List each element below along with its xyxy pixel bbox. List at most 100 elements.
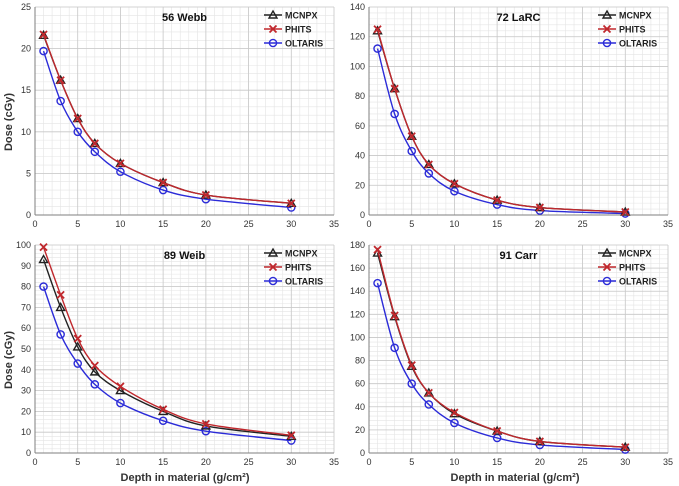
data-point-phits: [621, 207, 630, 217]
y-axis-label-bottom: Dose (cGy): [3, 331, 15, 389]
data-point-oltaris: [390, 343, 399, 353]
y-tick-label: 70: [21, 302, 31, 312]
y-tick-label: 40: [355, 402, 365, 412]
y-tick-label: 20: [21, 44, 31, 54]
data-point-phits: [493, 426, 502, 436]
data-point-oltaris: [424, 169, 434, 178]
y-tick-label: 140: [350, 2, 365, 12]
x-tick-label: 25: [578, 219, 588, 229]
data-point-phits: [373, 245, 382, 254]
x-tick-label: 25: [244, 219, 254, 229]
y-tick-label: 0: [26, 448, 31, 458]
legend-label: OLTARIS: [285, 39, 323, 49]
y-axis-label-top: Dose (cGy): [3, 93, 15, 151]
y-tick-label: 0: [26, 210, 31, 220]
y-tick-label: 30: [21, 386, 31, 396]
data-point-phits: [56, 290, 65, 300]
chart-title: 56 Webb: [162, 12, 207, 24]
legend-label: MCNPX: [619, 249, 652, 259]
y-tick-label: 25: [21, 2, 31, 12]
data-point-oltaris: [158, 185, 168, 195]
x-tick-label: 15: [492, 219, 502, 229]
data-point-oltaris: [450, 418, 459, 428]
y-tick-label: 100: [16, 240, 31, 250]
data-point-mcnpx: [389, 311, 400, 321]
x-tick-label: 35: [329, 219, 339, 229]
y-tick-label: 80: [355, 356, 365, 366]
x-tick-label: 10: [115, 219, 125, 229]
x-tick-label: 0: [32, 219, 37, 229]
series-line-mcnpx: [42, 259, 292, 438]
legend-label: OLTARIS: [285, 277, 323, 287]
data-point-oltaris: [158, 416, 168, 426]
chart-panel-1: 0 5 10 15 20 25 30 35 0 5 10 15 20 25 56 Webb MCNPX PHIT…: [21, 2, 339, 229]
data-point-phits: [116, 159, 125, 168]
legend-marker: [602, 276, 612, 286]
data-point-phits: [373, 25, 382, 34]
x-tick-label: 30: [620, 219, 630, 229]
y-tick-label: 120: [350, 32, 365, 42]
data-point-mcnpx: [423, 387, 435, 397]
series-oltaris: [39, 282, 296, 445]
series-line-oltaris: [42, 286, 292, 442]
x-tick-label: 5: [75, 219, 80, 229]
y-tick-label: 80: [21, 282, 31, 292]
y-tick-label: 5: [26, 168, 31, 178]
x-tick-label: 20: [535, 457, 545, 467]
data-point-oltaris: [56, 96, 65, 106]
series-phits: [373, 25, 630, 217]
x-tick-label: 30: [286, 457, 296, 467]
x-tick-label: 30: [286, 219, 296, 229]
data-point-phits: [424, 160, 433, 169]
y-tick-label: 20: [21, 406, 31, 416]
data-point-phits: [493, 196, 502, 205]
data-point-mcnpx: [115, 385, 126, 395]
data-point-mcnpx: [38, 29, 49, 39]
data-point-oltaris: [373, 44, 382, 53]
data-point-mcnpx: [55, 301, 66, 312]
series-phits: [39, 242, 296, 440]
data-point-oltaris: [90, 147, 100, 157]
data-point-oltaris: [73, 127, 83, 137]
data-point-phits: [56, 76, 65, 85]
legend-marker: [267, 9, 279, 19]
data-point-phits: [39, 30, 48, 39]
x-axis-label-right: Depth in material (g/cm²): [451, 472, 580, 484]
x-tick-label: 5: [75, 457, 80, 467]
x-tick-label: 0: [32, 457, 37, 467]
data-point-oltaris: [56, 330, 65, 339]
y-tick-label: 0: [360, 448, 365, 458]
data-point-oltaris: [407, 379, 417, 388]
data-point-phits: [287, 431, 296, 440]
data-point-oltaris: [286, 436, 296, 445]
y-tick-label: 90: [21, 261, 31, 271]
legend-marker: [601, 247, 613, 257]
data-point-phits: [390, 84, 399, 93]
y-tick-label: 40: [355, 151, 365, 161]
data-point-phits: [90, 361, 99, 370]
y-tick-label: 50: [21, 344, 31, 354]
legend-marker: [267, 247, 279, 257]
data-point-phits: [621, 443, 630, 452]
y-tick-label: 80: [355, 91, 365, 101]
data-point-mcnpx: [72, 341, 83, 351]
data-point-phits: [201, 190, 210, 200]
y-tick-label: 60: [355, 121, 365, 131]
data-point-phits: [39, 242, 48, 252]
data-point-oltaris: [116, 167, 125, 177]
series-phits: [39, 30, 296, 208]
legend-label: MCNPX: [285, 249, 318, 259]
y-tick-label: 140: [350, 286, 365, 296]
data-point-mcnpx: [286, 430, 297, 441]
data-point-oltaris: [424, 400, 434, 409]
data-point-phits: [424, 388, 433, 398]
data-point-mcnpx: [406, 130, 417, 140]
x-tick-label: 15: [158, 219, 168, 229]
x-tick-label: 30: [620, 457, 630, 467]
chart-panel-4: 0 5 10 15 20 25 30 35 0 20 40 60 80 100 120 140 160 180 91…: [350, 240, 673, 467]
data-point-phits: [450, 179, 459, 188]
legend-marker: [268, 38, 278, 48]
legend-label: MCNPX: [619, 11, 652, 21]
y-tick-label: 60: [21, 323, 31, 333]
